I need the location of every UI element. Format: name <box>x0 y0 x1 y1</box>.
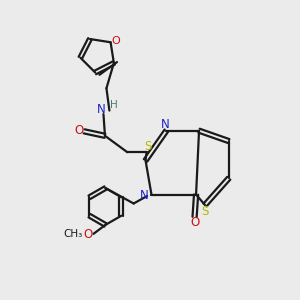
Text: S: S <box>201 205 209 218</box>
Text: N: N <box>161 118 170 131</box>
Text: CH₃: CH₃ <box>64 230 83 239</box>
Text: O: O <box>112 36 120 46</box>
Text: N: N <box>97 103 106 116</box>
Text: O: O <box>84 228 93 241</box>
Text: N: N <box>140 189 148 202</box>
Text: O: O <box>190 216 199 229</box>
Text: S: S <box>144 140 152 153</box>
Text: O: O <box>74 124 83 137</box>
Text: H: H <box>110 100 118 110</box>
